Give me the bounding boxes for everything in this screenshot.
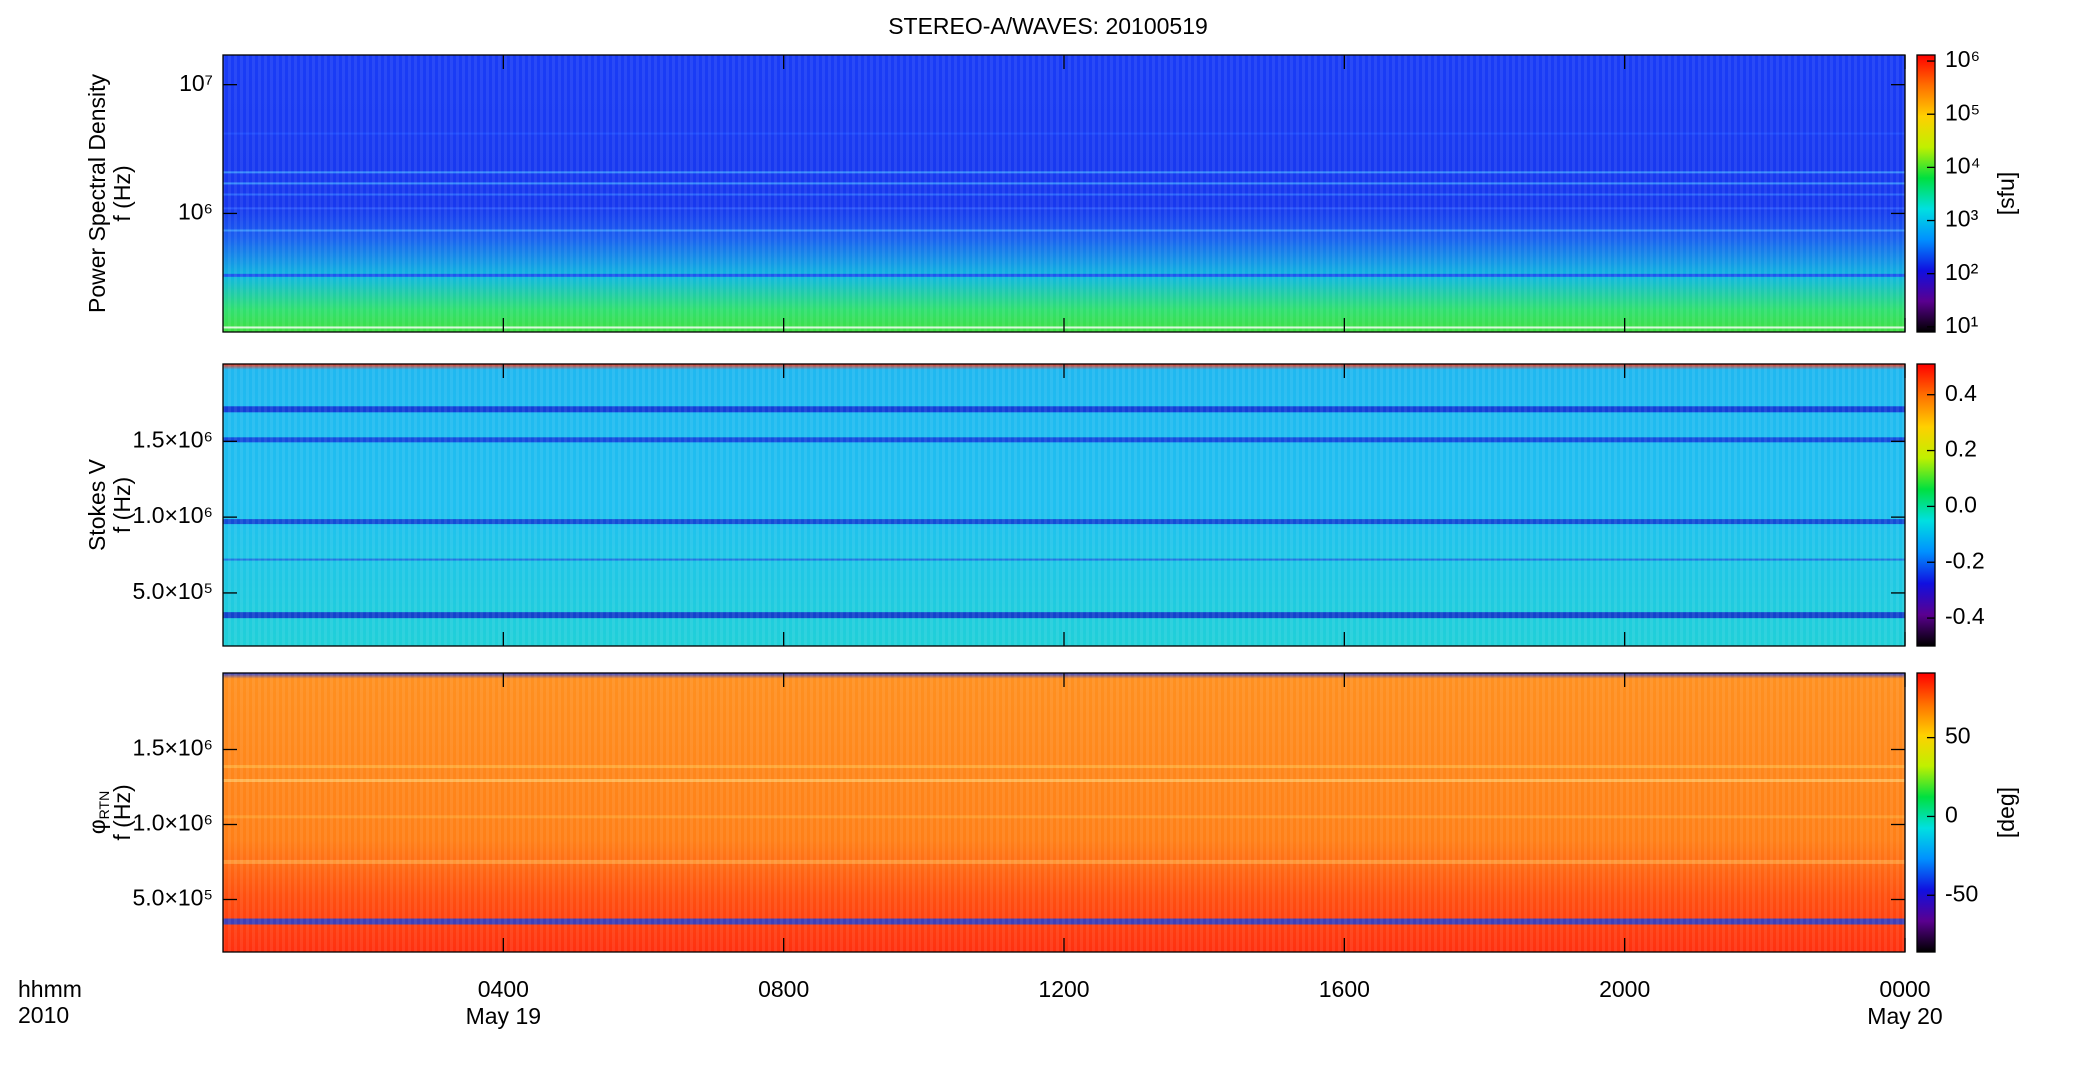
y-axis-label-subscript: RTN <box>96 791 112 820</box>
y-axis-label: f (Hz) <box>109 784 135 840</box>
x-tick-label: 1600 <box>1319 976 1370 1002</box>
x-tick-label: 1200 <box>1038 976 1089 1002</box>
y-tick-label: 1.0×10⁶ <box>133 502 213 528</box>
y-axis-label-text: f (Hz) <box>109 784 135 840</box>
colorbar-tick-label: 10⁵ <box>1945 99 1980 125</box>
y-tick-label: 5.0×10⁵ <box>132 578 213 604</box>
x-label: hhmm <box>18 976 82 1002</box>
colorbar-tick-label: 0.4 <box>1945 380 1977 406</box>
y-axis-label-text: Stokes V <box>84 458 110 551</box>
colorbar <box>1916 54 1936 333</box>
x-tick-label: 2000 <box>1599 976 1650 1002</box>
y-axis-label-text: f (Hz) <box>109 165 135 221</box>
y-axis-label-text: Power Spectral Density <box>84 73 110 313</box>
colorbar-tick-label: 10³ <box>1945 206 1979 232</box>
colorbar-tick-label: -50 <box>1945 880 1978 906</box>
colorbar-tick-label: 0.0 <box>1945 491 1977 517</box>
colorbar-tick-label: 0.2 <box>1945 436 1977 462</box>
y-axis-label: Power Spectral Density <box>84 73 110 313</box>
colorbar-tick-label: 10⁴ <box>1945 152 1980 178</box>
y-axis-label: Stokes V <box>84 458 110 551</box>
spectrogram-texture <box>223 55 1905 332</box>
y-tick-label: 1.5×10⁶ <box>133 426 213 452</box>
y-axis-label: φRTN <box>84 791 112 834</box>
colorbar <box>1916 672 1936 953</box>
colorbar-tick-label: -0.2 <box>1945 547 1985 573</box>
colorbar-tick-label: 50 <box>1945 723 1971 749</box>
colorbar-tick-label: 10⁶ <box>1945 46 1980 72</box>
colorbar-tick-label: -0.4 <box>1945 603 1985 629</box>
chart-title: STEREO-A/WAVES: 20100519 <box>888 13 1208 39</box>
y-tick-label: 10⁷ <box>179 70 213 96</box>
colorbar-tick-label: 0 <box>1945 802 1958 828</box>
spectrogram-texture <box>223 364 1905 646</box>
x-label: 2010 <box>18 1002 69 1028</box>
y-tick-label: 5.0×10⁵ <box>132 885 213 911</box>
y-axis-label-text: φ <box>84 819 110 834</box>
colorbar-unit: [deg] <box>1993 787 2019 838</box>
y-tick-label: 1.5×10⁶ <box>133 735 213 761</box>
date-label: May 20 <box>1867 1003 1942 1029</box>
y-axis-label-text: f (Hz) <box>109 477 135 533</box>
colorbar-tick-label: 10¹ <box>1945 312 1979 338</box>
x-tick-label: 0000 <box>1879 976 1930 1002</box>
x-tick-label: 0400 <box>478 976 529 1002</box>
panel: 10⁶ 10⁷ Power Spectral Density f (Hz) 10¹ 10²… <box>84 46 2019 338</box>
colorbar <box>1916 363 1936 647</box>
x-tick-label: 0800 <box>758 976 809 1002</box>
y-axis-label: f (Hz) <box>109 477 135 533</box>
y-tick-label: 10⁶ <box>178 199 213 225</box>
y-tick-label: 1.0×10⁶ <box>133 810 213 836</box>
colorbar-tick-label: 10² <box>1945 259 1979 285</box>
spectrogram-texture <box>223 673 1905 952</box>
colorbar-unit: [sfu] <box>1993 172 2019 215</box>
date-label: May 19 <box>466 1003 541 1029</box>
y-axis-label: f (Hz) <box>109 165 135 221</box>
